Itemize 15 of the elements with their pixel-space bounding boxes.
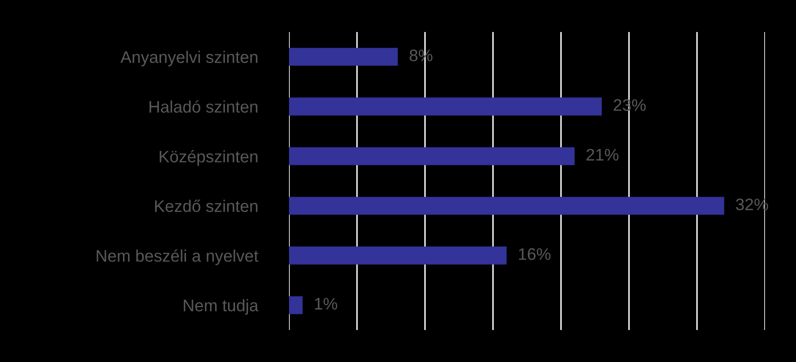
bar xyxy=(289,196,724,215)
y-tick-label: Nem beszéli a nyelvet xyxy=(96,249,258,266)
y-tick-label: Anyanyelvi szinten xyxy=(120,50,258,66)
y-tick-label: Haladó szinten xyxy=(150,100,258,113)
y-tick-label: Kezdő szinten xyxy=(155,200,258,212)
bar xyxy=(289,246,507,264)
y-tick-label: Középszinten xyxy=(160,150,258,166)
data-label: 21% xyxy=(586,148,618,161)
bar xyxy=(289,98,602,116)
bar xyxy=(289,296,303,314)
bar xyxy=(289,147,575,166)
data-label: 1% xyxy=(314,298,338,310)
y-tick-label: Nem tudja xyxy=(184,299,258,315)
data-label: 16% xyxy=(518,248,550,260)
bar xyxy=(289,48,398,66)
